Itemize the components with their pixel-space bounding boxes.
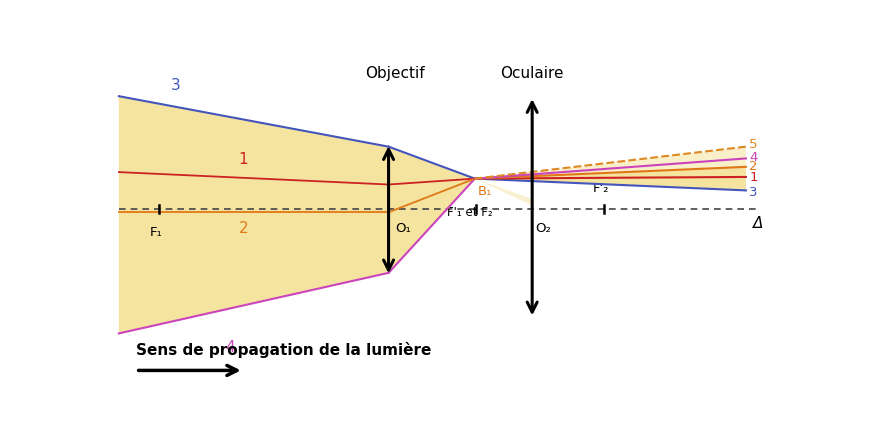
Text: Sens de propagation de la lumière: Sens de propagation de la lumière <box>136 342 431 358</box>
Text: 2: 2 <box>748 160 757 173</box>
Polygon shape <box>474 167 745 191</box>
Text: Δ: Δ <box>752 215 762 231</box>
Text: 4: 4 <box>748 151 757 164</box>
Text: F'₂: F'₂ <box>592 183 608 195</box>
Polygon shape <box>474 147 745 179</box>
Text: 1: 1 <box>238 152 249 167</box>
Text: 1: 1 <box>748 171 757 184</box>
Text: O₂: O₂ <box>535 222 551 236</box>
Text: 2: 2 <box>238 221 249 236</box>
Text: F'₁ et F₂: F'₁ et F₂ <box>446 206 492 219</box>
Polygon shape <box>474 179 532 205</box>
Text: 4: 4 <box>225 340 235 355</box>
Text: 5: 5 <box>748 139 757 152</box>
Text: B₁: B₁ <box>478 185 492 198</box>
Text: Objectif: Objectif <box>365 66 425 81</box>
Text: O₁: O₁ <box>395 222 410 236</box>
Text: 3: 3 <box>171 78 181 93</box>
Text: F₁: F₁ <box>149 226 163 239</box>
Polygon shape <box>388 147 474 273</box>
Polygon shape <box>119 96 388 333</box>
Text: Oculaire: Oculaire <box>500 66 563 81</box>
Text: 3: 3 <box>748 186 757 198</box>
